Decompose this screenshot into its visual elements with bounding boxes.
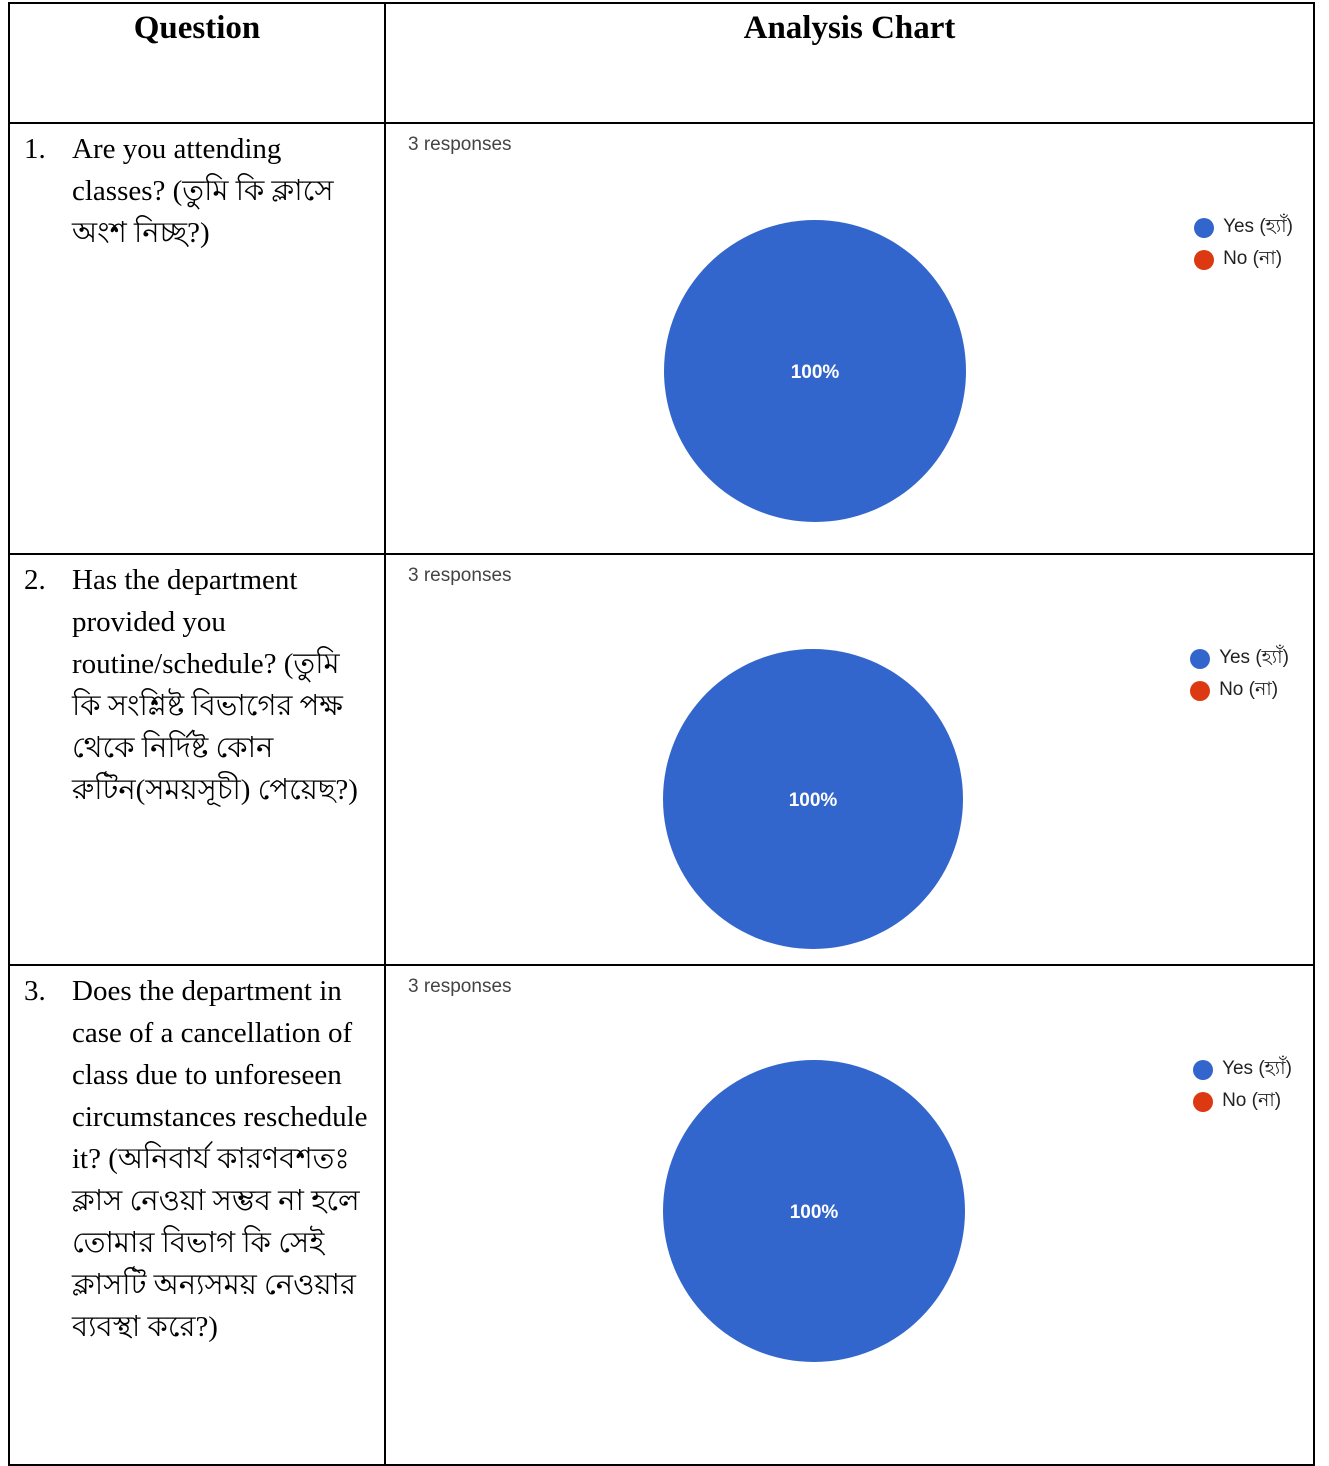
chart-cell: 3 responses 100% Yes (হ্যাঁ) No (না) (384, 964, 1315, 1466)
table-row: 2. Has the department provided you routi… (8, 553, 1315, 966)
chart-header: Analysis Chart (384, 2, 1315, 124)
question-header: Question (8, 2, 386, 124)
chart-legend: Yes (হ্যাঁ) No (না) (1194, 212, 1293, 276)
legend-dot-no-icon (1193, 1092, 1214, 1112)
question-cell: 3. Does the department in case of a canc… (8, 964, 386, 1466)
table-row: 1. Are you attending classes? (তুমি কি ক… (8, 122, 1315, 555)
chart-legend: Yes (হ্যাঁ) No (না) (1193, 1054, 1292, 1118)
legend-item-yes[interactable]: Yes (হ্যাঁ) (1190, 643, 1289, 675)
chart-cell: 3 responses 100% Yes (হ্যাঁ) No (না) (384, 553, 1315, 966)
legend-label: Yes (হ্যাঁ) (1222, 1058, 1292, 1079)
question-text: Are you attending classes? (তুমি কি ক্লা… (72, 133, 334, 249)
question-number: 3. (24, 975, 46, 1007)
question-text: Has the department provided you routine/… (72, 564, 358, 806)
pie-chart: 100% (663, 649, 963, 949)
legend-item-no[interactable]: No (না) (1190, 675, 1289, 707)
pie-slice-yes (663, 649, 963, 949)
legend-label: No (না) (1219, 679, 1279, 700)
legend-item-yes[interactable]: Yes (হ্যাঁ) (1193, 1054, 1292, 1086)
legend-dot-yes-icon (1193, 1060, 1214, 1080)
legend-label: No (না) (1223, 248, 1283, 269)
chart-legend: Yes (হ্যাঁ) No (না) (1190, 643, 1289, 707)
pie-chart: 100% (664, 220, 966, 522)
responses-count: 3 responses (408, 565, 512, 586)
pie-slice-label: 100% (789, 790, 838, 811)
legend-dot-yes-icon (1190, 649, 1211, 669)
question-cell: 2. Has the department provided you routi… (8, 553, 386, 966)
question-cell: 1. Are you attending classes? (তুমি কি ক… (8, 122, 386, 555)
question-number: 1. (24, 133, 46, 165)
legend-label: No (না) (1222, 1090, 1282, 1111)
legend-item-yes[interactable]: Yes (হ্যাঁ) (1194, 212, 1293, 244)
pie-slice-label: 100% (790, 1202, 839, 1223)
pie-slice-yes (664, 220, 966, 522)
legend-label: Yes (হ্যাঁ) (1223, 216, 1293, 237)
question-number: 2. (24, 564, 46, 596)
pie-chart: 100% (663, 1060, 965, 1362)
legend-item-no[interactable]: No (না) (1193, 1086, 1292, 1118)
legend-dot-yes-icon (1194, 218, 1215, 238)
legend-label: Yes (হ্যাঁ) (1219, 647, 1289, 668)
legend-item-no[interactable]: No (না) (1194, 244, 1293, 276)
pie-slice-yes (663, 1060, 965, 1362)
question-text: Does the department in case of a cancell… (72, 975, 368, 1343)
responses-count: 3 responses (408, 134, 512, 155)
legend-dot-no-icon (1190, 681, 1211, 701)
pie-slice-label: 100% (791, 362, 840, 383)
header-row: Question Analysis Chart (8, 2, 1315, 124)
analysis-table: Question Analysis Chart 1. Are you atten… (8, 2, 1315, 1466)
legend-dot-no-icon (1194, 250, 1215, 270)
chart-cell: 3 responses 100% Yes (হ্যাঁ) No (না) (384, 122, 1315, 555)
responses-count: 3 responses (408, 976, 512, 997)
table-row: 3. Does the department in case of a canc… (8, 964, 1315, 1466)
